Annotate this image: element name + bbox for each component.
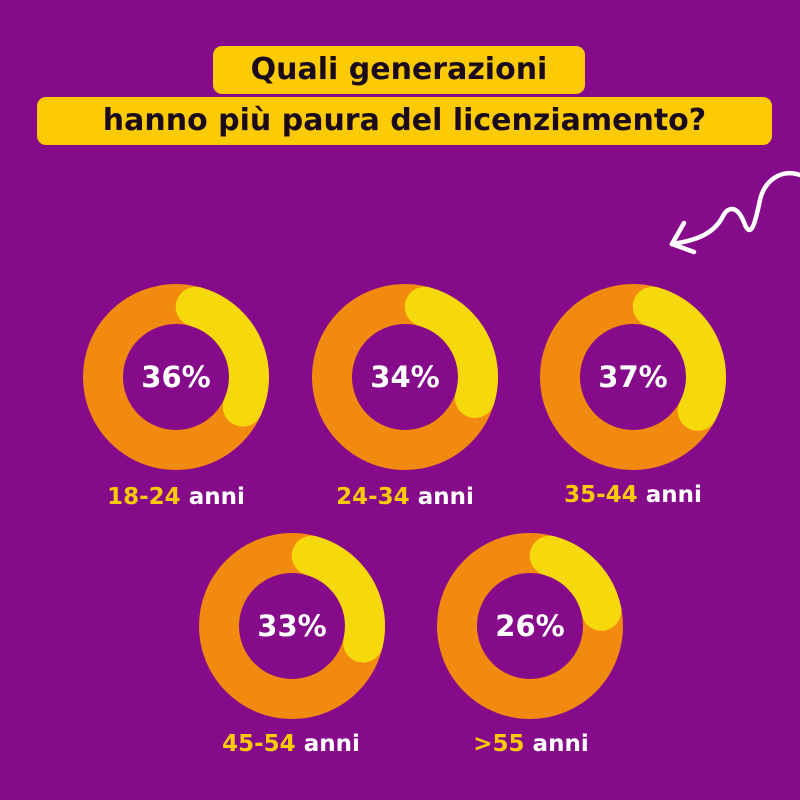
ring-fill — [83, 284, 269, 470]
percent-value: 37% — [598, 360, 668, 394]
age-suffix: anni — [295, 731, 360, 757]
age-label-18-24: 18-24 anni — [56, 484, 296, 510]
donut-chart-45-54: 33% — [199, 533, 385, 719]
age-suffix: anni — [180, 484, 245, 510]
donut-chart-35-44: 37% — [540, 284, 726, 470]
ring-fill — [540, 284, 726, 470]
age-suffix: anni — [637, 482, 702, 508]
percent-value: 33% — [257, 609, 327, 643]
age-label-35-44: 35-44 anni — [513, 482, 753, 508]
age-label-55-plus: >55 anni — [411, 731, 651, 757]
age-suffix: anni — [524, 731, 589, 757]
age-range: 24-34 — [336, 484, 410, 510]
percent-value: 36% — [141, 360, 211, 394]
donut-chart-24-34: 34% — [312, 284, 498, 470]
age-suffix: anni — [409, 484, 474, 510]
age-range: >55 — [473, 731, 525, 757]
title-line-1: Quali generazioni — [213, 46, 585, 94]
age-label-45-54: 45-54 anni — [171, 731, 411, 757]
age-label-24-34: 24-34 anni — [285, 484, 525, 510]
ring-fill — [437, 533, 623, 719]
donut-chart-55-plus: 26% — [437, 533, 623, 719]
donut-chart-18-24: 36% — [83, 284, 269, 470]
age-range: 45-54 — [222, 731, 296, 757]
age-range: 35-44 — [564, 482, 638, 508]
ring-fill — [199, 533, 385, 719]
age-range: 18-24 — [107, 484, 181, 510]
percent-value: 34% — [370, 360, 440, 394]
title-line-2: hanno più paura del licenziamento? — [37, 97, 772, 145]
percent-value: 26% — [495, 609, 565, 643]
ring-fill — [312, 284, 498, 470]
